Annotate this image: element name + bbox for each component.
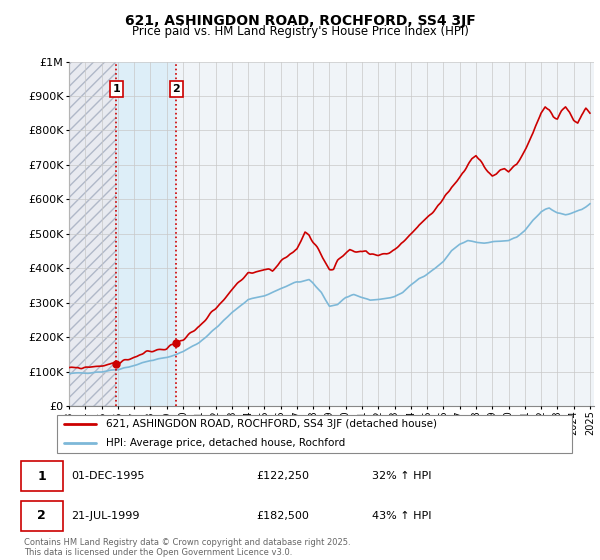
- Text: 43% ↑ HPI: 43% ↑ HPI: [372, 511, 431, 521]
- Bar: [61, 62, 116, 406]
- FancyBboxPatch shape: [56, 415, 572, 452]
- Text: 621, ASHINGDON ROAD, ROCHFORD, SS4 3JF: 621, ASHINGDON ROAD, ROCHFORD, SS4 3JF: [125, 14, 475, 28]
- Text: 01-DEC-1995: 01-DEC-1995: [71, 472, 145, 482]
- Bar: [116, 62, 176, 406]
- FancyBboxPatch shape: [21, 501, 62, 531]
- Text: 2: 2: [37, 509, 46, 522]
- Text: £122,250: £122,250: [256, 472, 309, 482]
- Text: £182,500: £182,500: [256, 511, 309, 521]
- Text: 621, ASHINGDON ROAD, ROCHFORD, SS4 3JF (detached house): 621, ASHINGDON ROAD, ROCHFORD, SS4 3JF (…: [106, 419, 437, 429]
- Text: Contains HM Land Registry data © Crown copyright and database right 2025.
This d: Contains HM Land Registry data © Crown c…: [24, 538, 350, 557]
- Text: HPI: Average price, detached house, Rochford: HPI: Average price, detached house, Roch…: [106, 438, 346, 449]
- FancyBboxPatch shape: [21, 461, 62, 492]
- Text: 21-JUL-1999: 21-JUL-1999: [71, 511, 139, 521]
- Text: 1: 1: [37, 470, 46, 483]
- Text: 2: 2: [172, 84, 180, 94]
- Text: 32% ↑ HPI: 32% ↑ HPI: [372, 472, 431, 482]
- Text: 1: 1: [113, 84, 121, 94]
- Text: Price paid vs. HM Land Registry's House Price Index (HPI): Price paid vs. HM Land Registry's House …: [131, 25, 469, 38]
